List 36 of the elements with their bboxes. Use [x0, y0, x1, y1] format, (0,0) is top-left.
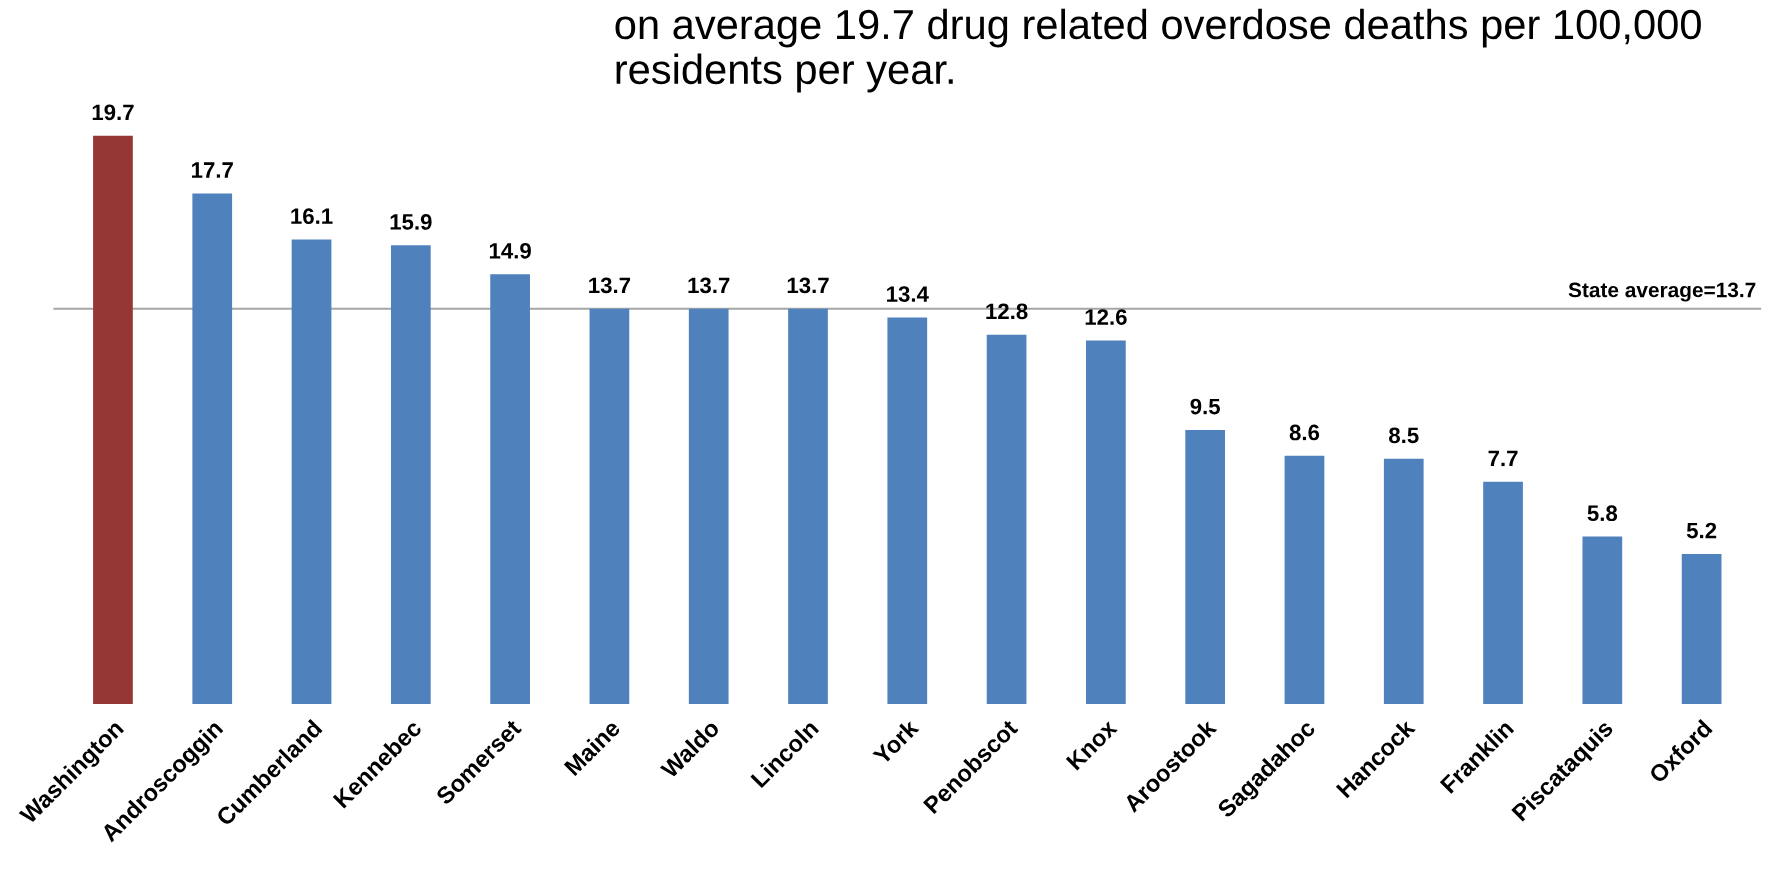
- data-label: 19.7: [92, 104, 134, 121]
- data-label: 13.7: [589, 277, 631, 294]
- data-label: 17.7: [192, 162, 233, 178]
- data-label: 14.9: [489, 242, 531, 259]
- bar: [1681, 553, 1722, 704]
- bar: [788, 308, 828, 704]
- bar: [490, 274, 530, 704]
- data-label: 13.7: [688, 277, 730, 294]
- bar: [1383, 458, 1424, 704]
- data-label: 13.4: [887, 286, 929, 302]
- bar: [887, 317, 928, 704]
- bar: [1185, 429, 1226, 704]
- bar: [1582, 536, 1623, 704]
- data-label: 16.1: [291, 208, 333, 225]
- data-label: 9.5: [1190, 398, 1220, 415]
- data-label: 12.8: [986, 303, 1028, 320]
- bar: [986, 334, 1027, 704]
- chart-title: on average 19.7 drug related overdose deaths per 100,000 residents per year.: [615, 8, 1701, 93]
- bar: [1483, 481, 1523, 704]
- bar: [93, 135, 133, 704]
- ref-line-label: State average=13.7: [1568, 282, 1756, 302]
- data-label: 8.6: [1289, 424, 1320, 441]
- bar: [1086, 340, 1126, 704]
- data-label: 12.6: [1085, 309, 1127, 325]
- data-label: 8.5: [1389, 427, 1419, 444]
- bar: [390, 245, 431, 704]
- bar: [688, 308, 729, 704]
- bar: [589, 308, 630, 704]
- data-label: 13.7: [787, 277, 829, 294]
- data-label: 15.9: [390, 214, 432, 230]
- bar: [1284, 455, 1325, 704]
- data-label: 5.2: [1686, 522, 1717, 539]
- bar: [192, 193, 233, 704]
- bar: [291, 239, 332, 704]
- data-label: 7.7: [1488, 450, 1518, 467]
- data-label: 5.8: [1587, 505, 1618, 522]
